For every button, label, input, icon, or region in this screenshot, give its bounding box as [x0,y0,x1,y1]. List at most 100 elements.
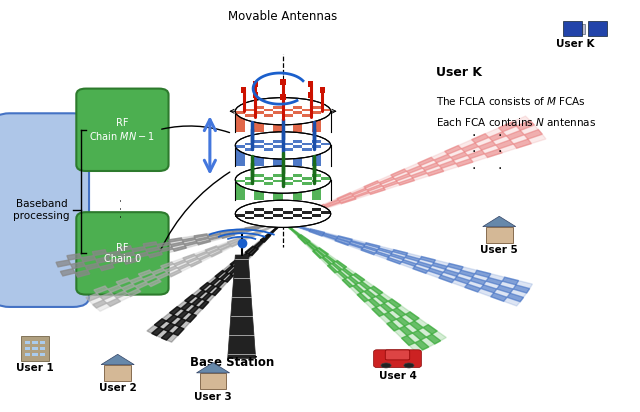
Polygon shape [359,281,371,290]
Polygon shape [261,226,272,231]
Bar [254,180,264,200]
Polygon shape [148,252,162,258]
Polygon shape [262,227,273,232]
Polygon shape [283,222,532,306]
Polygon shape [470,277,486,285]
Polygon shape [388,299,401,308]
Bar [254,174,264,177]
Polygon shape [157,242,170,247]
Polygon shape [135,282,148,289]
Polygon shape [313,250,322,258]
Polygon shape [262,235,269,241]
Polygon shape [310,229,324,233]
Polygon shape [156,272,169,279]
Polygon shape [387,258,401,264]
Text: Each FCA contains $N$ antennas: Each FCA contains $N$ antennas [436,115,596,128]
Bar [283,108,292,111]
Bar [280,94,285,100]
Polygon shape [337,238,351,243]
Bar [254,111,264,132]
Polygon shape [439,275,454,283]
Bar [283,114,292,117]
Bar [264,211,273,214]
Polygon shape [186,257,198,263]
Bar [25,353,30,356]
Polygon shape [390,254,405,260]
Bar [292,145,302,148]
Bar [312,180,321,200]
Polygon shape [335,260,346,268]
Polygon shape [283,222,446,353]
Polygon shape [364,181,379,188]
Bar [283,211,292,214]
Bar [302,211,312,214]
Polygon shape [467,150,484,159]
Polygon shape [524,130,542,139]
Polygon shape [186,314,196,322]
Bar [319,87,324,93]
Polygon shape [124,258,138,264]
Polygon shape [234,230,246,234]
Bar [33,341,38,344]
Polygon shape [225,274,234,282]
Polygon shape [258,224,271,227]
Bar [200,373,227,389]
Text: Movable Antennas: Movable Antennas [228,10,338,23]
Polygon shape [272,222,283,226]
Polygon shape [307,243,316,250]
Polygon shape [351,241,365,246]
Polygon shape [182,238,196,242]
Polygon shape [369,188,385,194]
Polygon shape [196,237,209,241]
Polygon shape [181,302,191,310]
Polygon shape [291,229,301,236]
Polygon shape [283,222,291,229]
Bar [40,341,45,344]
Bar [292,111,302,114]
Bar [253,92,258,98]
Polygon shape [418,157,434,166]
Polygon shape [516,121,534,131]
Polygon shape [427,169,444,176]
Polygon shape [297,211,311,217]
Polygon shape [432,263,447,269]
Polygon shape [108,285,122,293]
Bar [302,217,312,219]
Polygon shape [422,163,439,171]
Polygon shape [325,255,335,263]
Polygon shape [220,273,229,280]
Polygon shape [161,332,173,340]
Polygon shape [417,262,432,268]
Polygon shape [199,301,209,309]
Polygon shape [202,293,212,301]
Polygon shape [221,232,234,236]
Bar [241,87,246,93]
Polygon shape [445,145,461,154]
Polygon shape [85,263,100,270]
Polygon shape [349,243,363,248]
Bar [264,217,273,219]
Polygon shape [426,334,440,344]
Polygon shape [272,222,283,227]
Bar [273,180,283,183]
Bar [273,174,283,177]
Bar [245,217,254,219]
Polygon shape [222,234,235,238]
Ellipse shape [236,132,331,159]
Bar [312,140,321,143]
Polygon shape [218,243,229,248]
Bar [312,174,321,177]
Text: User 3: User 3 [194,392,232,402]
Polygon shape [60,269,75,276]
Polygon shape [189,306,199,314]
Polygon shape [70,262,85,269]
Polygon shape [428,268,444,275]
Polygon shape [283,216,297,222]
Bar [236,214,245,217]
Bar [236,145,331,166]
Polygon shape [339,195,354,201]
Polygon shape [392,308,406,317]
Bar [254,208,264,211]
Polygon shape [367,184,382,191]
Polygon shape [251,231,262,236]
